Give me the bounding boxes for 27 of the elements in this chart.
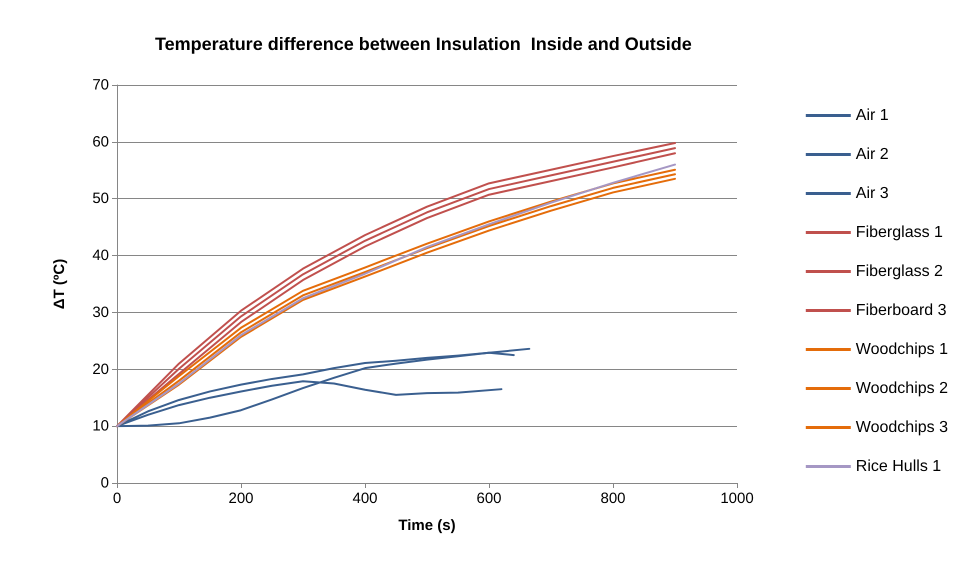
x-tick-label: 1000 bbox=[720, 490, 754, 507]
y-tick-label: 40 bbox=[92, 247, 109, 264]
legend-label: Fiberboard 3 bbox=[856, 302, 947, 319]
legend-label: Woodchips 1 bbox=[856, 341, 948, 358]
y-tick-label: 30 bbox=[92, 304, 109, 321]
legend-label: Fiberglass 2 bbox=[856, 263, 944, 280]
x-tick-label: 800 bbox=[600, 490, 626, 507]
y-tick-label: 0 bbox=[100, 474, 109, 492]
y-tick-label: 20 bbox=[92, 360, 109, 378]
x-tick-label: 0 bbox=[112, 490, 122, 507]
legend-label: Air 1 bbox=[856, 107, 889, 124]
legend-label: Woodchips 3 bbox=[856, 419, 948, 436]
legend-label: Woodchips 2 bbox=[856, 380, 948, 397]
x-tick-label: 600 bbox=[476, 490, 502, 507]
y-tick-label: 70 bbox=[92, 76, 109, 94]
legend-label: Fiberglass 1 bbox=[856, 224, 944, 241]
y-axis-title: ΔT (ºC) bbox=[51, 258, 68, 310]
y-tick-label: 10 bbox=[92, 418, 109, 435]
x-tick-label: 400 bbox=[352, 490, 378, 507]
x-tick-label: 200 bbox=[228, 490, 254, 507]
y-tick-label: 60 bbox=[92, 133, 109, 150]
legend-label: Air 3 bbox=[856, 185, 889, 202]
y-tick-label: 50 bbox=[92, 190, 109, 208]
legend-label: Rice Hulls 1 bbox=[856, 458, 942, 475]
legend-label: Air 2 bbox=[856, 146, 889, 163]
x-axis-title: Time (s) bbox=[398, 517, 456, 534]
chart-title: Temperature difference between Insulation Inside and Outside bbox=[155, 34, 692, 54]
